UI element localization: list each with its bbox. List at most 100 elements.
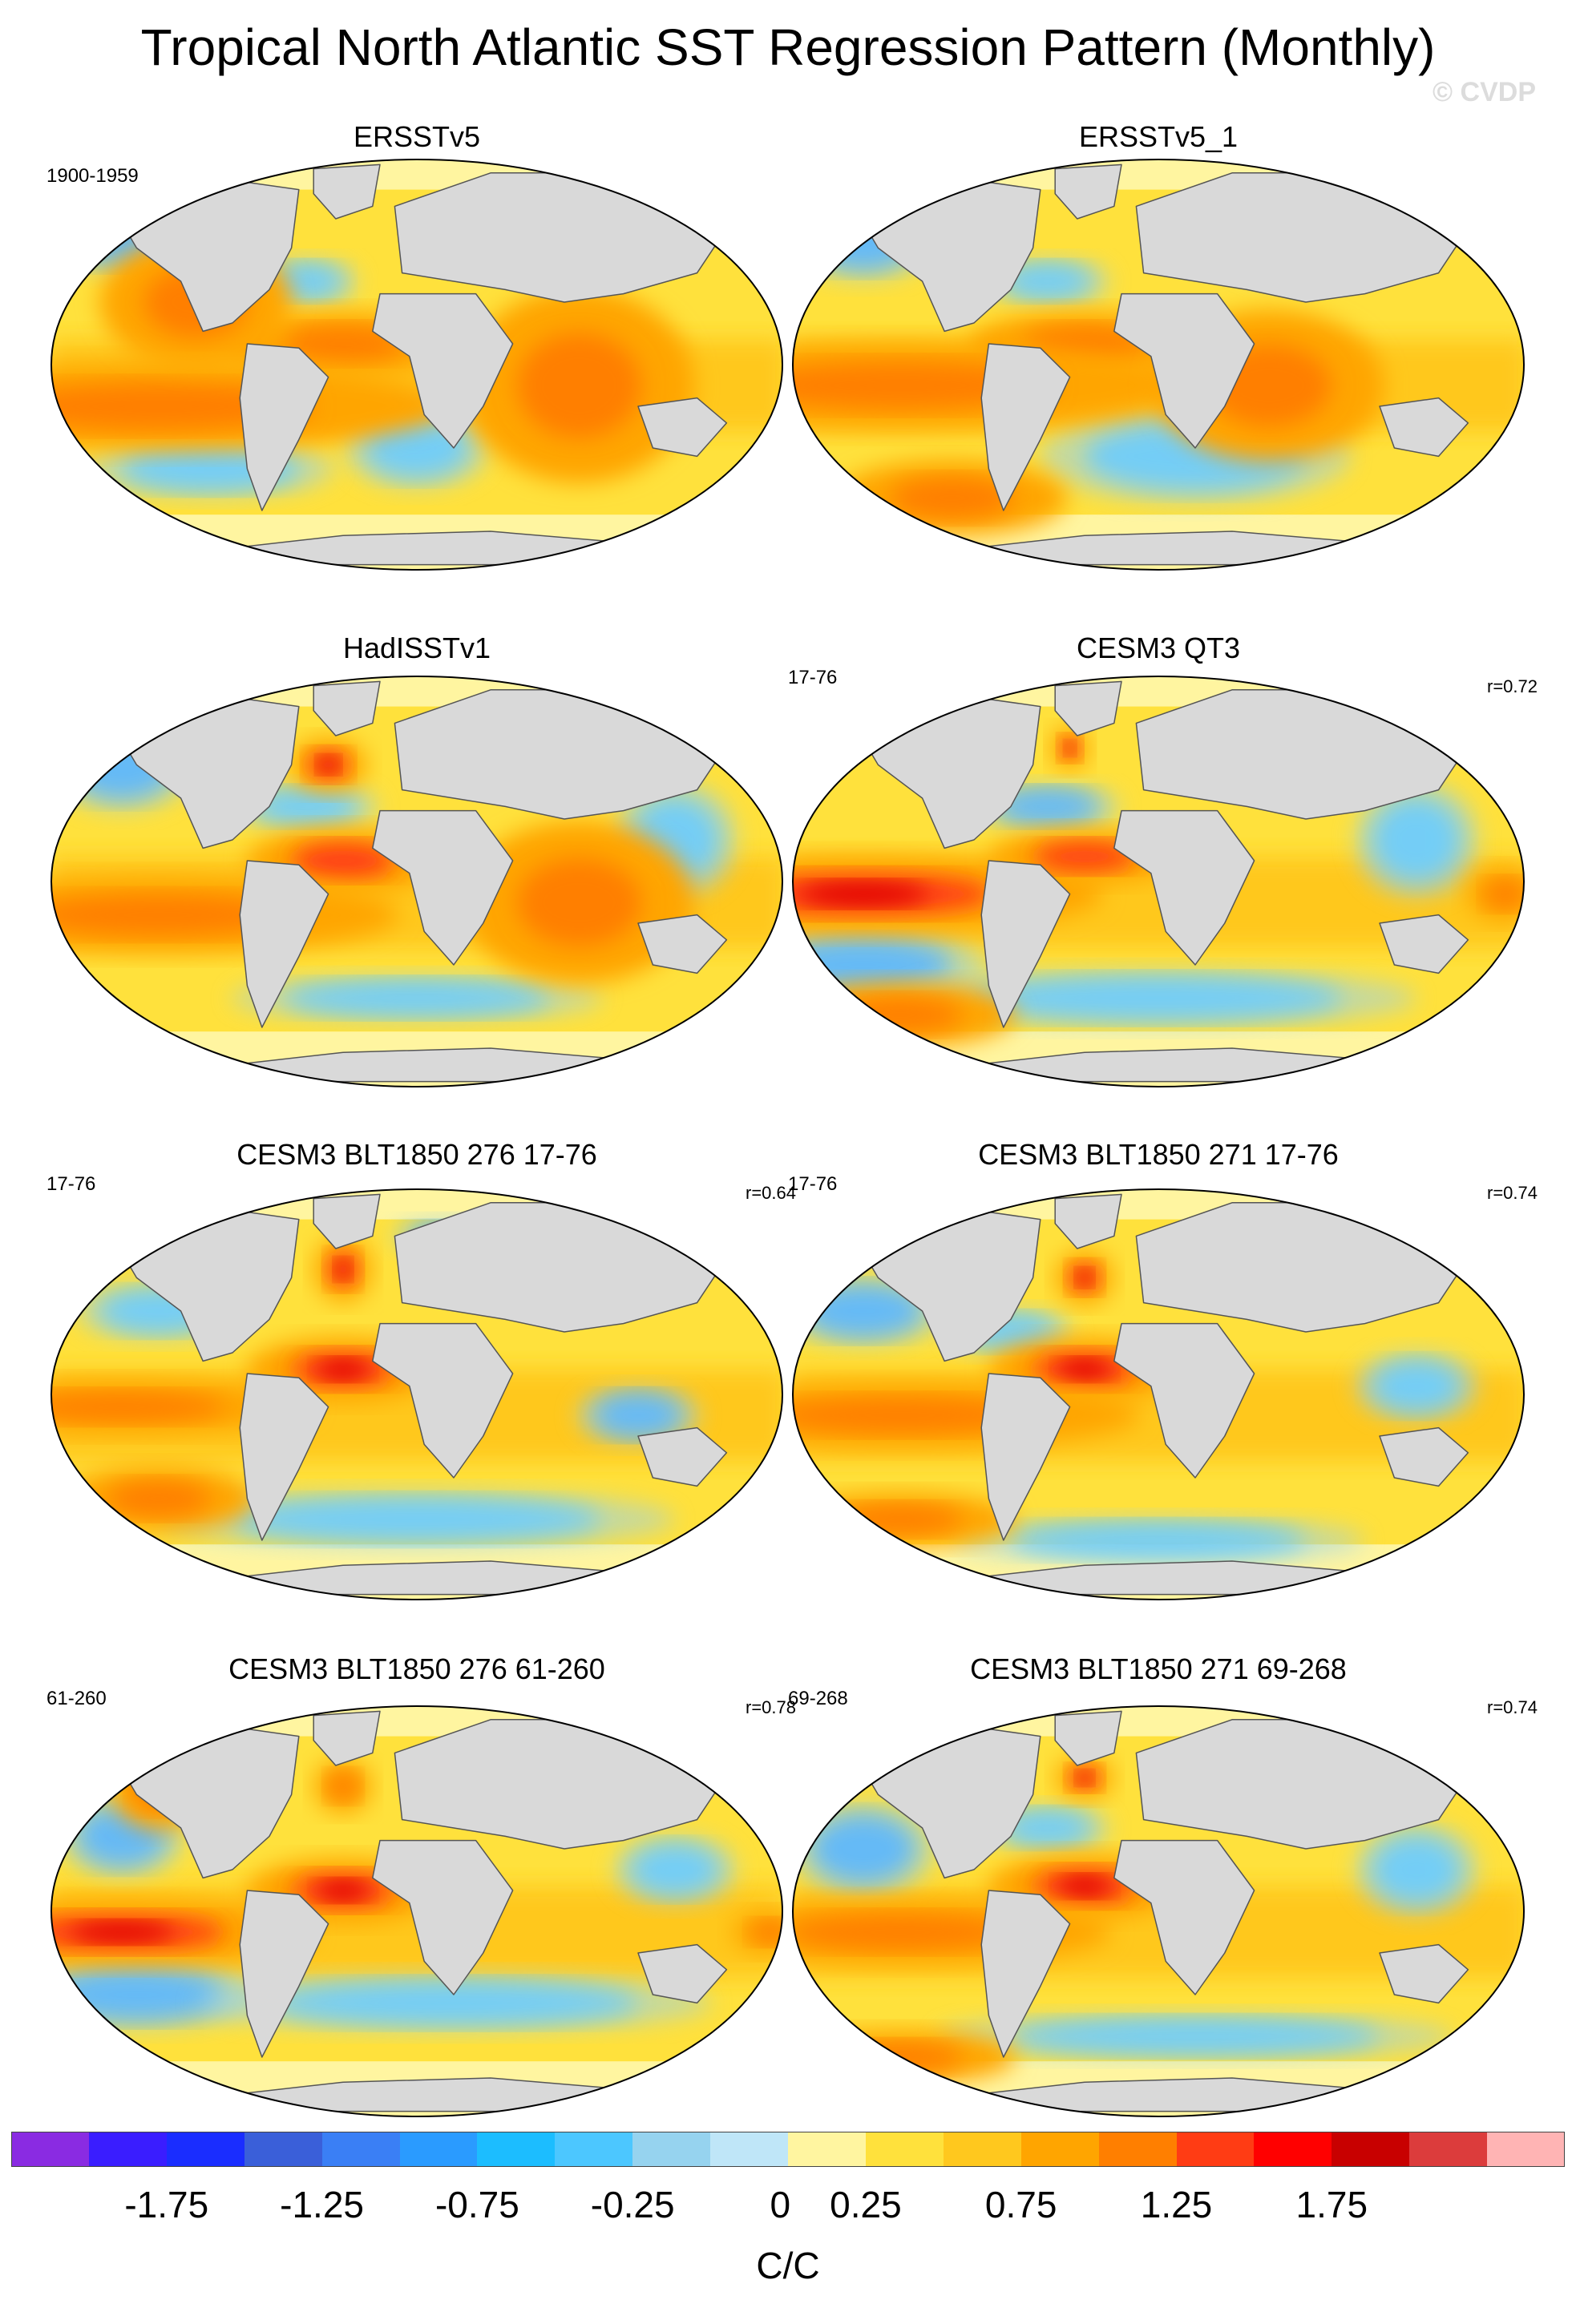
continent-africa [372,1839,514,1995]
colorbar-swatch [88,2132,168,2167]
negative-anomaly-halo [612,1834,737,1905]
period-label: 17-76 [788,667,838,688]
strong-anomaly-core [317,757,339,773]
strong-anomaly-core [1077,1269,1093,1286]
regression-map [51,1705,783,2117]
negative-anomaly-halo [952,1516,1365,1564]
continent-greenland [1054,1193,1122,1249]
period-label: 17-76 [788,1173,838,1195]
strong-anomaly-core [317,1880,370,1901]
positive-anomaly-core [51,894,288,936]
colorbar-tick-label: 0.75 [984,2184,1057,2225]
continent-south-america [980,1373,1071,1541]
continent-africa [372,293,514,449]
positive-anomaly-core [713,1221,755,1251]
colorbar-swatch [555,2132,633,2167]
period-label: 69-268 [788,1688,848,1709]
positive-anomaly-core [890,477,1014,518]
colorbar-tick-label: -1.75 [124,2184,209,2225]
colorbar-swatch [865,2132,944,2167]
map-border [792,159,1525,571]
colorbar-unit: C/C [756,2245,820,2286]
positive-anomaly-halo [695,1208,773,1264]
map-border [51,676,783,1087]
continent-australia [637,914,728,974]
regression-map [792,676,1525,1087]
period-label: 17-76 [46,1173,96,1195]
panel-title: CESM3 QT3 [1076,631,1241,664]
map-border [792,1705,1525,2117]
colorbar-tick-label: -0.25 [590,2184,675,2225]
period-label: 1900-1959 [46,165,139,187]
strong-anomaly-core [1058,1876,1111,1897]
negative-anomaly-halo [1354,781,1479,898]
continent-australia [1379,397,1469,458]
colorbar-swatch [788,2132,867,2167]
continent-greenland [1054,1710,1122,1766]
panel-title: CESM3 BLT1850 276 61-260 [228,1652,605,1685]
colorbar-tick-label: 0.25 [830,2184,902,2225]
continent-africa [1113,1839,1255,1995]
positive-anomaly-core [51,1392,225,1422]
colorbar-swatch [321,2132,400,2167]
strong-anomaly-core [1065,741,1076,755]
continent-africa [1113,1322,1255,1479]
regression-map [51,676,783,1087]
continent-africa [372,809,514,966]
colorbar-swatch [1176,2132,1255,2167]
colorbar-swatch [399,2132,478,2167]
colorbar-swatch [710,2132,789,2167]
panel-title: ERSSTv5 [353,120,481,153]
map-border [51,1188,783,1600]
negative-anomaly-halo [231,974,603,1022]
period-label: 61-260 [46,1688,107,1709]
continent-greenland [313,163,381,220]
pattern-correlation: r=0.74 [1487,1697,1538,1717]
positive-anomaly-core [517,858,641,946]
continent-south-america [980,1890,1071,2058]
strong-anomaly-core [1058,1359,1111,1380]
positive-anomaly-core [281,326,406,361]
colorbar-swatch [11,2132,90,2167]
map-border [51,1705,783,2117]
continent-south-america [239,343,329,511]
negative-anomaly-halo [576,1386,701,1445]
continent-australia [637,397,728,458]
negative-anomaly-halo [196,1974,712,2032]
positive-anomaly-core [1484,879,1524,909]
colorbar-swatch [1332,2132,1410,2167]
colorbar-swatch [1254,2132,1332,2167]
negative-anomaly-halo [937,2012,1453,2060]
strong-anomaly-core [335,1259,351,1280]
positive-anomaly-core [291,843,395,878]
positive-anomaly-core [793,1398,1029,1433]
continent-australia [637,1426,728,1487]
continent-africa [1113,809,1255,966]
regression-map [51,159,783,571]
copyright-watermark: © CVDP [1433,77,1536,107]
positive-anomaly-core [793,1914,1014,1950]
regression-map [792,159,1525,571]
pattern-correlation: r=0.74 [1487,1183,1538,1203]
continent-australia [1379,914,1469,974]
colorbar-tick-label: 0 [770,2184,791,2225]
regression-map [792,1188,1525,1600]
strong-anomaly-core [317,1359,370,1380]
continent-africa [1113,293,1255,449]
map-border [792,676,1525,1087]
continent-south-america [980,343,1071,511]
pattern-correlation: r=0.78 [746,1697,796,1717]
strong-anomaly-core [1077,1771,1093,1785]
positive-anomaly-core [51,382,314,430]
colorbar-swatch [166,2132,245,2167]
continent-greenland [313,680,381,736]
continent-africa [372,1322,514,1479]
continent-south-america [980,860,1071,1028]
positive-anomaly-core [327,1771,359,1802]
pattern-correlation: r=0.64 [746,1183,796,1203]
positive-anomaly-core [838,1504,963,1535]
regression-map [792,1705,1525,2117]
negative-anomaly-halo [1354,1822,1479,1917]
figure-title: Tropical North Atlantic SST Regression P… [140,18,1436,76]
positive-anomaly-core [1032,841,1137,871]
